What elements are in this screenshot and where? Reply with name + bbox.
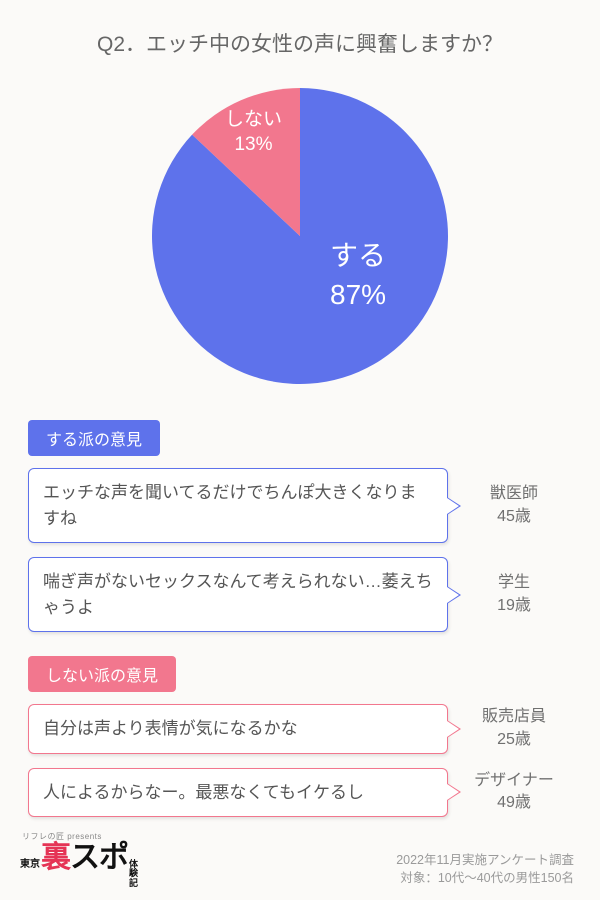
- quote-row: 喘ぎ声がないセックスなんて考えられない…萎えちゃうよ学生19歳: [28, 557, 572, 632]
- quote-person: 学生19歳: [448, 572, 572, 617]
- quote-bubble: エッチな声を聞いてるだけでちんぽ大きくなりますね: [28, 468, 448, 543]
- pie-svg: [150, 86, 450, 386]
- quote-row: エッチな声を聞いてるだけでちんぽ大きくなりますね獣医師45歳: [28, 468, 572, 543]
- quote-bubble: 人によるからなー。最悪なくてもイケるし: [28, 768, 448, 818]
- section-tag: する派の意見: [28, 420, 160, 456]
- logo-tokyo: 東京: [20, 860, 40, 870]
- meta-line2: 対象：10代〜40代の男性150名: [396, 869, 574, 888]
- quote-row: 人によるからなー。最悪なくてもイケるしデザイナー49歳: [28, 768, 572, 818]
- opinion-sections: する派の意見エッチな声を聞いてるだけでちんぽ大きくなりますね獣医師45歳喘ぎ声が…: [0, 420, 600, 841]
- meta-line1: 2022年11月実施アンケート調査: [396, 851, 574, 870]
- quote-row: 自分は声より表情が気になるかな販売店員25歳: [28, 704, 572, 754]
- question-title: Q2．エッチ中の女性の声に興奮しますか？: [0, 0, 600, 58]
- quote-person: デザイナー49歳: [448, 770, 572, 815]
- logo-tail: 体験記: [129, 860, 138, 888]
- quote-bubble: 喘ぎ声がないセックスなんて考えられない…萎えちゃうよ: [28, 557, 448, 632]
- logo-ura: 裏: [41, 843, 70, 873]
- quote-person: 販売店員25歳: [448, 706, 572, 751]
- logo-supo: スポ: [70, 843, 128, 873]
- logo-pretitle: リフレの匠 presents: [20, 833, 138, 841]
- footer: リフレの匠 presents 東京 裏 スポ 体験記 2022年11月実施アンケ…: [0, 833, 600, 888]
- pie-chart: する87%しない13%: [0, 86, 600, 386]
- quote-person: 獣医師45歳: [448, 483, 572, 528]
- section-tag: しない派の意見: [28, 656, 176, 692]
- quote-bubble: 自分は声より表情が気になるかな: [28, 704, 448, 754]
- brand-logo: リフレの匠 presents 東京 裏 スポ 体験記: [20, 833, 138, 888]
- survey-meta: 2022年11月実施アンケート調査 対象：10代〜40代の男性150名: [396, 851, 574, 889]
